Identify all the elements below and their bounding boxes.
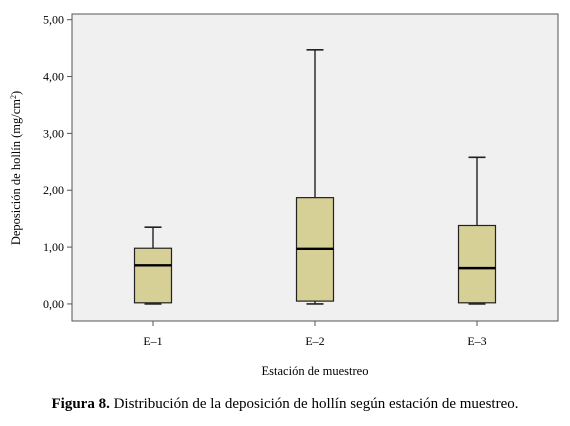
figure-caption: Figura 8. Distribución de la deposición … bbox=[0, 396, 570, 413]
y-axis-title-main: Deposición de hollín (mg/cm bbox=[9, 99, 23, 245]
x-tick-label: E–3 bbox=[467, 334, 486, 348]
y-tick-label: 2,00 bbox=[43, 183, 64, 197]
y-tick-label: 1,00 bbox=[43, 240, 64, 254]
y-axis-title: Deposición de hollín (mg/cm2) bbox=[9, 91, 24, 245]
x-axis-title: Estación de muestreo bbox=[262, 364, 369, 378]
y-tick-label: 4,00 bbox=[43, 70, 64, 84]
y-tick-label: 5,00 bbox=[43, 13, 64, 27]
caption-text: Distribución de la deposición de hollín … bbox=[109, 396, 519, 412]
box-3 bbox=[457, 156, 497, 305]
y-tick-label: 0,00 bbox=[43, 297, 64, 311]
box-iqr bbox=[133, 247, 173, 304]
y-axis: 0,00 1,00 2,00 3,00 4,00 5,00 bbox=[43, 13, 72, 311]
x-axis: E–1 E–2 E–3 bbox=[143, 321, 487, 348]
box-iqr bbox=[457, 224, 497, 304]
box-1 bbox=[133, 226, 173, 305]
box-series bbox=[133, 49, 497, 305]
box-2 bbox=[295, 49, 335, 305]
y-tick-label: 3,00 bbox=[43, 126, 64, 140]
caption-label: Figura 8. bbox=[51, 396, 110, 412]
y-axis-title-close: ) bbox=[9, 91, 23, 95]
y-axis-title-superscript: 2 bbox=[9, 95, 18, 99]
x-tick-label: E–2 bbox=[305, 334, 324, 348]
x-tick-label: E–1 bbox=[143, 334, 162, 348]
boxplot-chart: 0,00 1,00 2,00 3,00 4,00 5,00 E–1 E–2 E–3 Estac… bbox=[9, 13, 559, 378]
